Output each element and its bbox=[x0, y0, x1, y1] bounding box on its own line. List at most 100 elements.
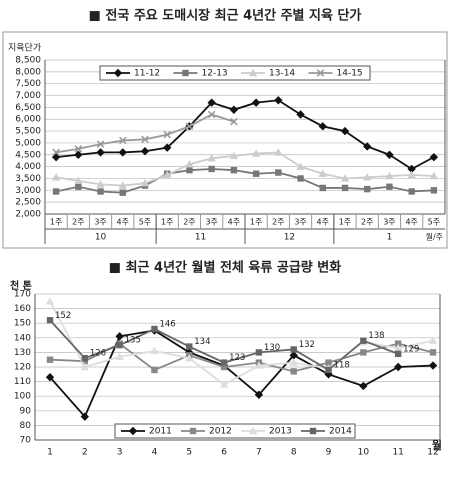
marker bbox=[74, 150, 83, 159]
marker bbox=[45, 297, 55, 305]
marker bbox=[274, 148, 283, 156]
marker bbox=[407, 170, 416, 179]
marker bbox=[208, 165, 215, 173]
y-tick-label: 100 bbox=[14, 392, 31, 402]
marker bbox=[289, 358, 298, 366]
marker bbox=[429, 171, 439, 180]
marker bbox=[163, 130, 171, 139]
marker bbox=[116, 341, 123, 349]
marker bbox=[118, 148, 127, 157]
legend-label: 2013 bbox=[269, 427, 292, 437]
x-tick-label: 3주 bbox=[205, 218, 217, 227]
marker bbox=[430, 187, 438, 194]
x-tick-label: 4주 bbox=[228, 218, 240, 227]
marker bbox=[407, 164, 416, 174]
x-tick-label: 1주 bbox=[339, 218, 351, 227]
marker bbox=[296, 162, 305, 170]
marker bbox=[96, 180, 105, 188]
marker bbox=[96, 140, 105, 148]
marker bbox=[429, 349, 437, 356]
marker bbox=[81, 355, 89, 362]
marker bbox=[80, 362, 90, 371]
data-label: 138 bbox=[368, 331, 384, 341]
x-tick-label: 2 bbox=[82, 448, 88, 458]
data-label: 130 bbox=[264, 343, 280, 353]
x-tick-label: 1주 bbox=[50, 218, 62, 227]
marker bbox=[74, 176, 83, 185]
x-tick-label: 5 bbox=[186, 448, 192, 458]
data-label: 126 bbox=[90, 349, 106, 359]
legend-marker bbox=[248, 426, 258, 435]
y-tick-label: 80 bbox=[20, 421, 32, 431]
x-tick-label: 1 bbox=[47, 448, 53, 458]
y-tick-label: 4,000 bbox=[15, 162, 41, 172]
marker bbox=[46, 356, 54, 363]
marker bbox=[290, 368, 297, 375]
marker bbox=[274, 96, 283, 105]
x-tick-label: 1주 bbox=[161, 218, 173, 227]
y-tick-label: 120 bbox=[14, 363, 31, 373]
marker bbox=[151, 325, 158, 333]
x-tick-label: 2주 bbox=[361, 218, 373, 227]
marker bbox=[325, 366, 332, 374]
marker bbox=[151, 366, 158, 374]
marker bbox=[119, 136, 127, 145]
y-tick-label: 7,500 bbox=[15, 79, 41, 89]
marker bbox=[318, 169, 327, 177]
y-tick-label: 2,000 bbox=[15, 210, 41, 220]
marker bbox=[74, 145, 83, 153]
x-tick-label: 12 bbox=[427, 448, 438, 458]
marker bbox=[220, 359, 228, 366]
data-label: 123 bbox=[229, 353, 245, 363]
legend-marker bbox=[128, 426, 138, 436]
y-axis-label: 천 톤 bbox=[10, 279, 32, 292]
y-tick-label: 110 bbox=[14, 377, 31, 387]
y-tick-label: 130 bbox=[14, 348, 31, 358]
x-tick-label: 4 bbox=[152, 448, 158, 458]
series-line bbox=[55, 113, 235, 154]
marker bbox=[140, 147, 150, 156]
data-label: 129 bbox=[403, 344, 419, 354]
legend-marker bbox=[309, 427, 317, 435]
y-tick-label: 7,000 bbox=[15, 91, 41, 101]
x-tick-label: 6 bbox=[221, 448, 227, 458]
marker bbox=[319, 184, 326, 192]
marker bbox=[340, 126, 350, 136]
marker bbox=[230, 166, 238, 174]
marker bbox=[119, 189, 126, 196]
marker bbox=[141, 135, 149, 144]
marker bbox=[364, 185, 371, 193]
marker bbox=[207, 98, 216, 107]
y-tick-label: 90 bbox=[20, 406, 32, 416]
marker bbox=[255, 349, 263, 356]
x-tick-label: 1주 bbox=[250, 218, 262, 227]
x-tick-label: 5주 bbox=[428, 218, 440, 227]
marker bbox=[251, 98, 261, 107]
series-line bbox=[49, 300, 434, 386]
marker bbox=[185, 122, 194, 131]
marker bbox=[341, 184, 349, 192]
legend-box bbox=[114, 423, 356, 439]
marker bbox=[363, 173, 372, 181]
marker bbox=[115, 352, 124, 360]
data-label: 135 bbox=[125, 336, 141, 346]
marker bbox=[393, 343, 403, 352]
y-tick-label: 160 bbox=[14, 304, 31, 314]
y-tick-label: 8,500 bbox=[15, 56, 41, 66]
marker bbox=[340, 174, 350, 182]
data-label: 118 bbox=[334, 360, 350, 370]
y-tick-label: 2,500 bbox=[15, 198, 41, 208]
marker bbox=[118, 181, 127, 189]
marker bbox=[393, 362, 403, 372]
marker bbox=[289, 351, 298, 360]
legend-label: 13-14 bbox=[269, 69, 295, 79]
marker bbox=[297, 175, 304, 182]
y-tick-label: 8,000 bbox=[15, 67, 41, 77]
legend-box bbox=[99, 65, 371, 81]
x-tick-label: 10 bbox=[358, 448, 370, 458]
marker bbox=[186, 166, 193, 174]
y-tick-label: 170 bbox=[14, 290, 31, 300]
marker bbox=[359, 381, 368, 391]
x-tick-label: 3 bbox=[117, 448, 123, 458]
